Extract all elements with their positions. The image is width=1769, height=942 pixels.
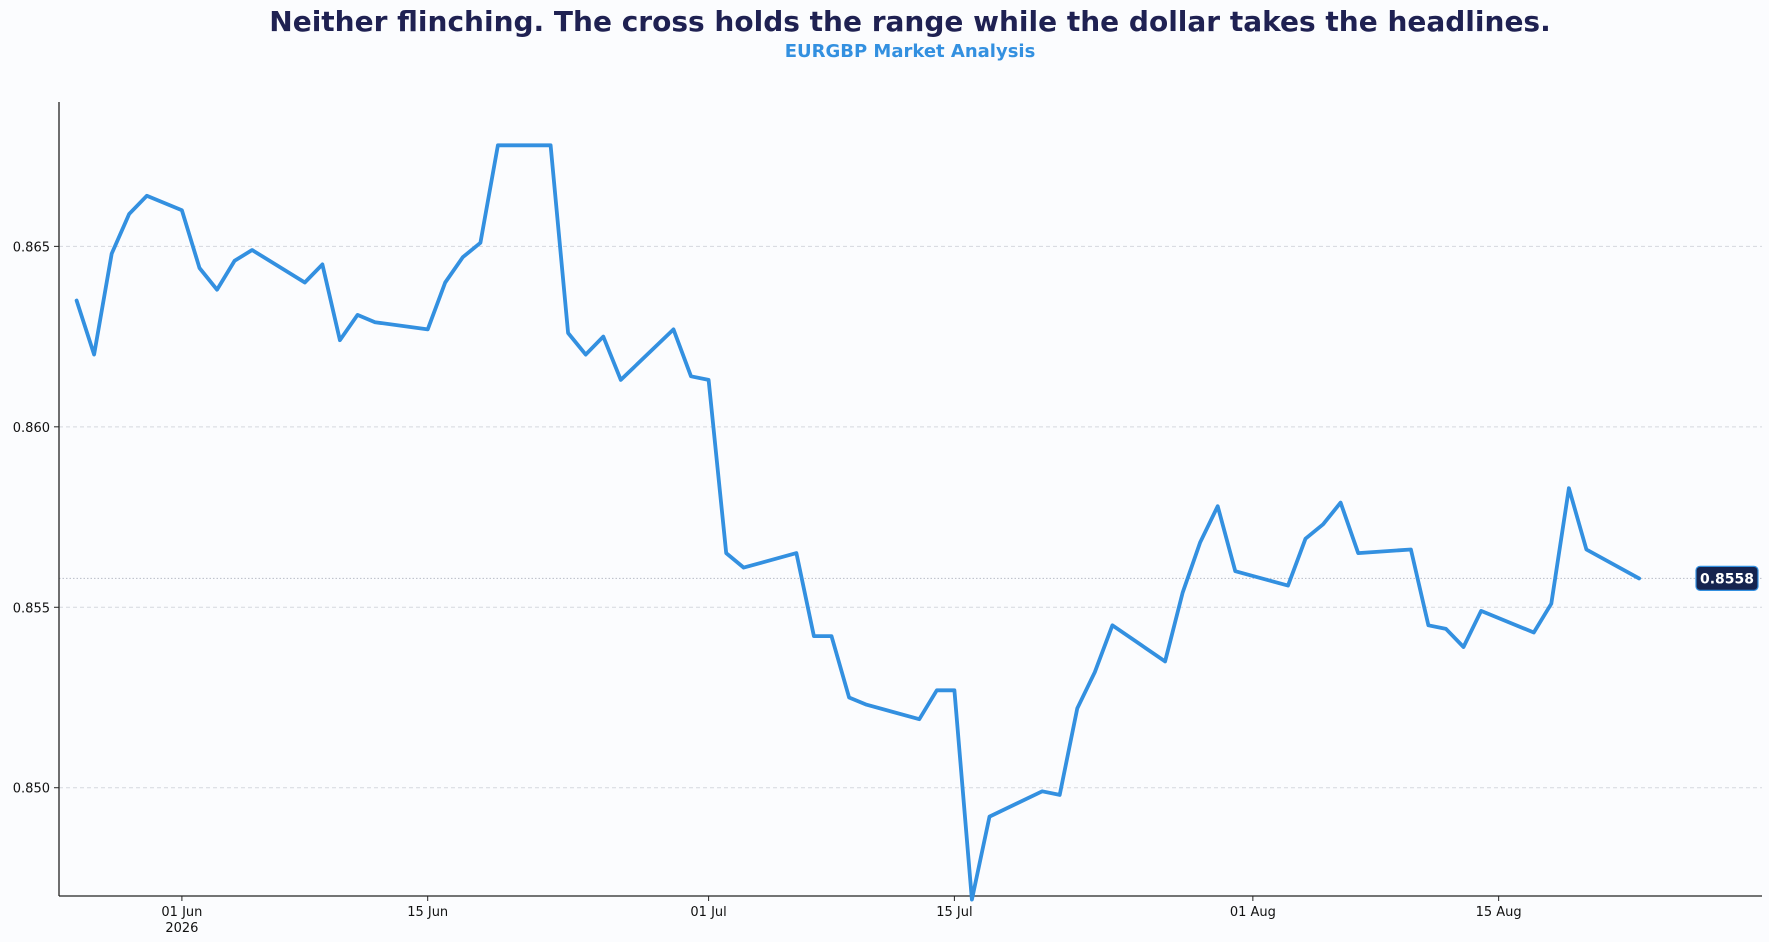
last-value-badge [1695,565,1759,592]
axes [58,102,1762,897]
y-tick-label: 0.865 [13,240,50,255]
x-tick-label: 01 Jul [690,905,726,920]
series [74,143,1641,902]
x-tick-label: 15 Aug [1476,905,1522,920]
x-tick-sublabel: 2026 [165,921,198,936]
y-tick-label: 0.860 [13,421,50,436]
y-tick-label: 0.850 [13,782,50,797]
x-tick-label: 01 Aug [1230,905,1276,920]
grid-lines [59,245,1762,789]
y-ticks: 0.850 0.855 0.860 0.865 [13,240,59,797]
last-value-badge-group: 0.8558 [1695,565,1759,592]
series-line [74,143,1641,902]
x-tick-label: 15 Jul [936,905,972,920]
x-tick-label: 15 Jun [407,905,448,920]
chart-subtitle: EURGBP Market Analysis [785,41,1036,62]
x-tick-label: 01 Jun [161,905,202,920]
y-tick-label: 0.855 [13,601,50,616]
last-value-label: 0.8558 [1700,571,1754,587]
chart-title: Neither flinching. The cross holds the r… [269,5,1550,38]
